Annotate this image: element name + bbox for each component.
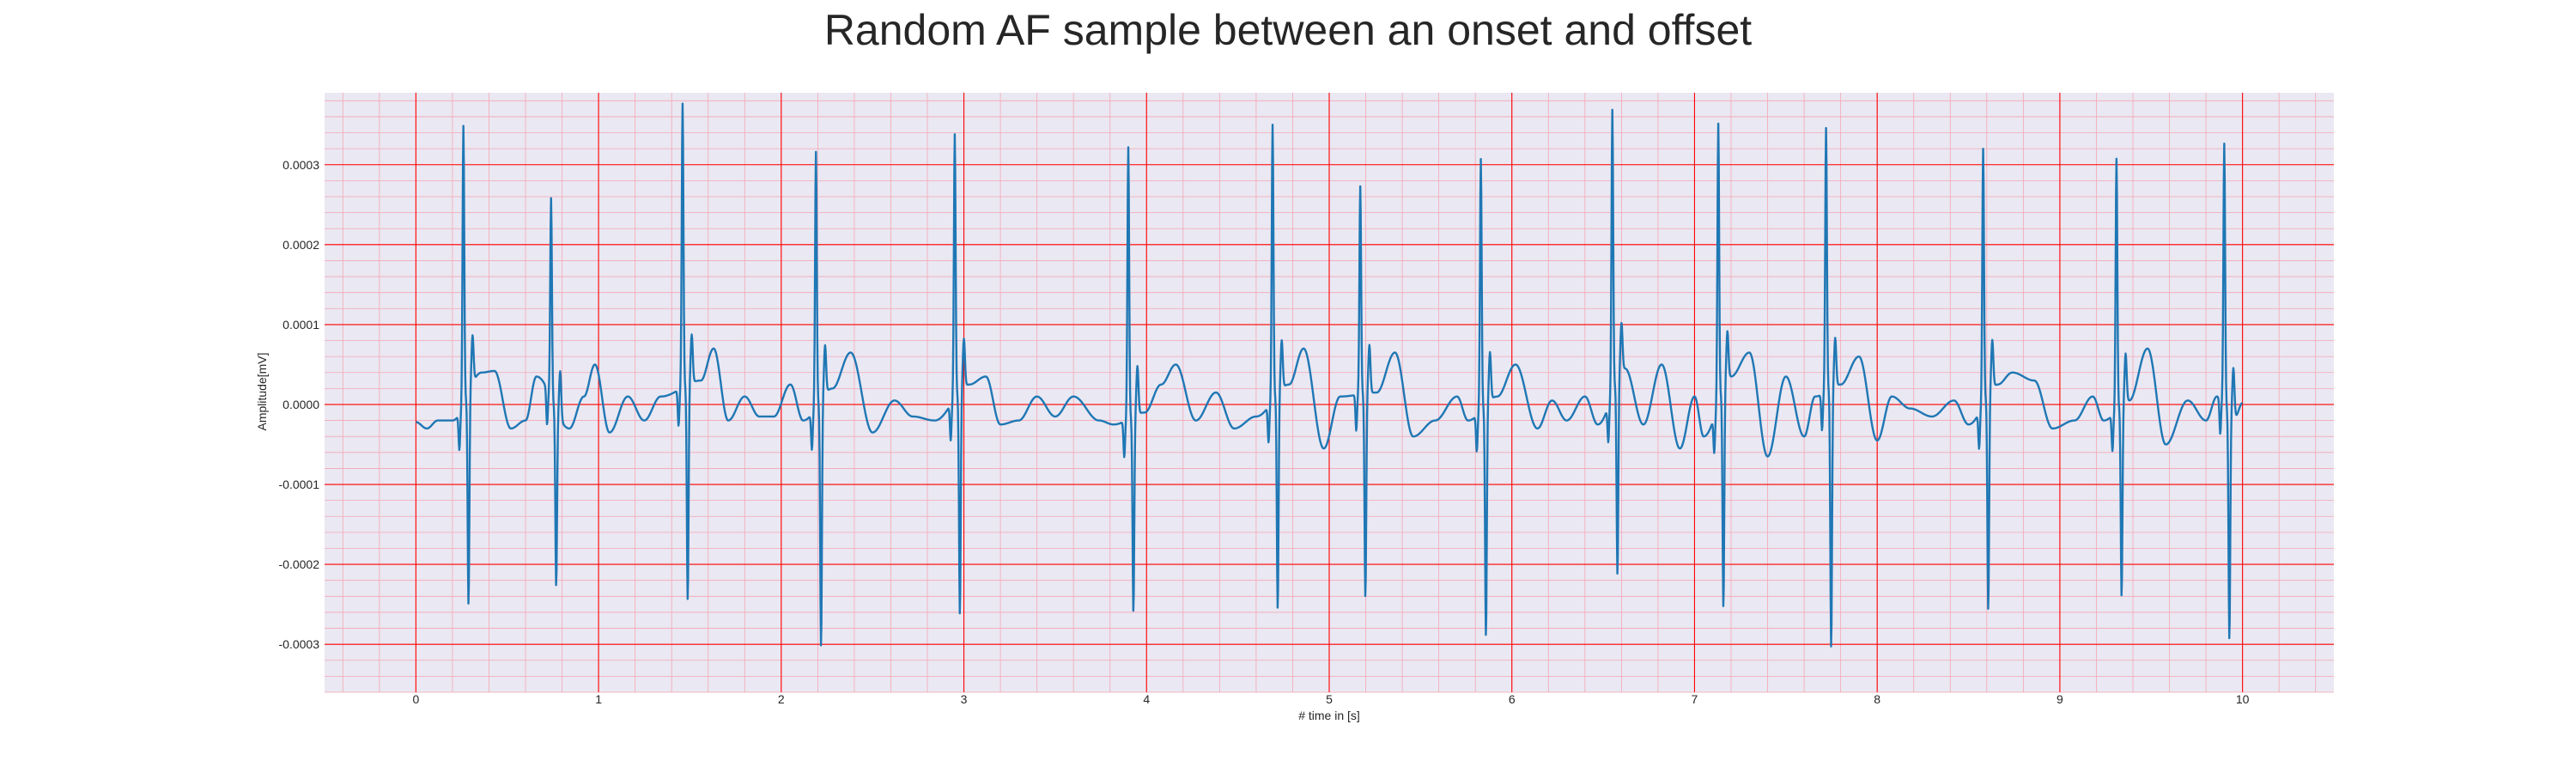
x-tick-labels: 0 1 2 3 4 5 6 7 8 9 10	[412, 692, 2249, 706]
x-tick-label: 7	[1692, 692, 1698, 706]
y-tick-label: -0.0002	[279, 557, 320, 571]
y-tick-label: 0.0003	[283, 158, 319, 172]
x-tick-label: 5	[1326, 692, 1333, 706]
x-tick-label: 2	[778, 692, 785, 706]
y-tick-label: -0.0003	[279, 637, 320, 651]
chart-title: Random AF sample between an onset and of…	[824, 6, 1752, 54]
y-tick-labels: -0.0003 -0.0002 -0.0001 0.0000 0.0001 0.0002 0…	[279, 158, 320, 651]
x-tick-label: 4	[1143, 692, 1150, 706]
x-tick-label: 8	[1874, 692, 1880, 706]
y-tick-label: 0.0002	[283, 238, 319, 252]
x-tick-label: 1	[595, 692, 602, 706]
x-tick-label: 9	[2057, 692, 2063, 706]
y-axis-label: Amplitude[mV]	[255, 352, 269, 430]
y-tick-label: 0.0001	[283, 318, 319, 332]
x-tick-label: 10	[2236, 692, 2250, 706]
x-tick-label: 0	[412, 692, 419, 706]
x-axis-label: # time in [s]	[1298, 709, 1360, 722]
y-tick-label: 0.0000	[283, 398, 319, 411]
x-tick-label: 3	[961, 692, 968, 706]
major-grid	[325, 93, 2334, 692]
ecg-signal-line	[415, 102, 2244, 648]
y-tick-label: -0.0001	[279, 478, 320, 491]
x-tick-label: 6	[1509, 692, 1516, 706]
